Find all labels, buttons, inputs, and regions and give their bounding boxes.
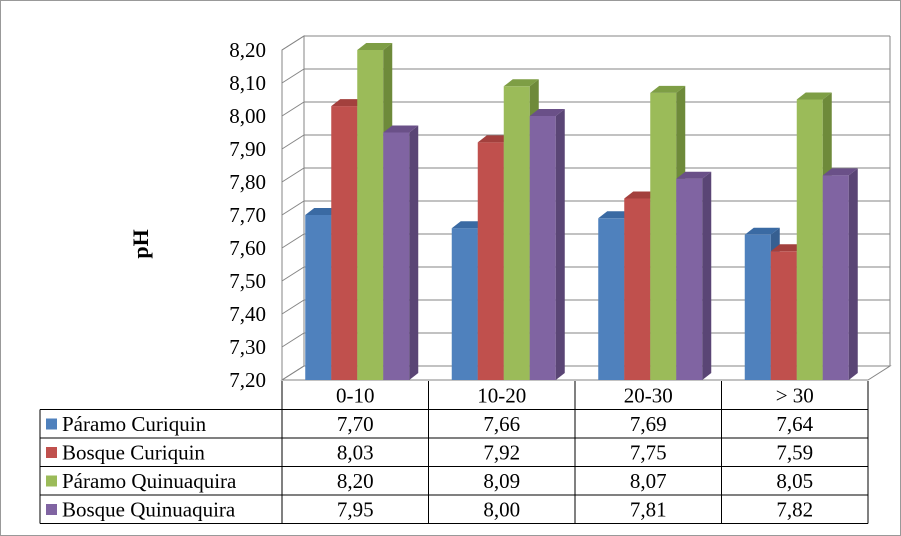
y-tick-label: 7,50 — [229, 269, 266, 293]
y-axis-label: pH — [128, 229, 153, 258]
legend-key — [46, 447, 57, 458]
y-tick-label: 8,00 — [229, 104, 266, 128]
bar-front — [796, 99, 823, 380]
bar-top — [357, 43, 393, 50]
data-label: 7,81 — [630, 498, 667, 522]
bar-front — [770, 251, 797, 380]
bar-front — [331, 106, 358, 380]
legend-key — [46, 475, 57, 487]
data-label: 7,70 — [337, 412, 374, 436]
bar-front — [598, 218, 625, 380]
bar-front — [357, 50, 384, 380]
bar-front — [477, 142, 504, 380]
bar-top — [650, 85, 686, 93]
legend-label: Bosque Quinuaquira — [62, 498, 236, 522]
data-label: 7,69 — [630, 412, 667, 436]
bar-front — [650, 92, 677, 381]
data-label: 8,07 — [630, 469, 667, 493]
x-category-label: 0-10 — [336, 384, 375, 408]
y-tick-label: 7,40 — [229, 302, 266, 326]
bar-top — [822, 168, 858, 176]
bar-top — [529, 109, 565, 116]
data-label: 7,66 — [483, 412, 520, 436]
bar-front — [676, 178, 703, 380]
data-label: 8,05 — [776, 469, 813, 493]
gridline — [281, 134, 890, 150]
data-label: 7,92 — [483, 441, 520, 465]
bar-top — [383, 125, 419, 133]
bar-front — [529, 116, 556, 380]
bar-front — [451, 228, 478, 380]
data-label: 7,75 — [630, 441, 667, 465]
y-tick-label: 7,80 — [229, 170, 266, 194]
x-category-label: > 30 — [776, 384, 814, 408]
data-label: 7,59 — [776, 441, 813, 465]
y-tick-label: 8,20 — [229, 38, 266, 62]
bar-front — [383, 132, 410, 380]
gridline — [281, 167, 890, 183]
y-tick-label: 7,70 — [229, 203, 266, 227]
y-axis-ticks: 7,20 7,30 7,40 7,50 7,60 7,70 7,80 7,90 8,00 8,10… — [229, 38, 266, 392]
bar — [529, 109, 565, 380]
bar-front — [744, 234, 771, 380]
bar — [822, 168, 858, 380]
bar-front — [503, 86, 530, 381]
data-table: 0-10 10-20 20-30 > 30 Páramo Curiquin 7,70 7,6… — [39, 381, 869, 524]
bar-top — [503, 79, 539, 87]
bar-front — [305, 215, 332, 380]
data-label: 8,09 — [483, 469, 520, 493]
bar-top — [796, 92, 832, 100]
y-tick-label: 8,10 — [229, 71, 266, 95]
bar-side — [409, 125, 419, 380]
data-label: 8,00 — [483, 498, 520, 522]
x-category-label: 10-20 — [477, 384, 526, 408]
bar-top — [744, 227, 780, 235]
gridline — [281, 35, 890, 51]
legend-key — [46, 418, 57, 430]
data-label: 7,82 — [776, 498, 813, 522]
legend-label: Páramo Curiquin — [62, 412, 207, 436]
legend-label: Bosque Curiquin — [62, 441, 205, 465]
x-category-label: 20-30 — [624, 384, 673, 408]
bars — [305, 43, 858, 381]
bar — [676, 171, 712, 380]
y-tick-label: 7,30 — [229, 335, 266, 359]
gridline — [281, 101, 890, 117]
legend-key — [46, 504, 57, 515]
y-tick-label: 7,90 — [229, 137, 266, 161]
bar-side — [555, 109, 565, 380]
y-tick-label: 7,20 — [229, 368, 266, 392]
bar-front — [624, 198, 651, 380]
bar-front — [822, 175, 849, 380]
data-label: 8,03 — [337, 441, 374, 465]
bar-side — [848, 168, 858, 380]
bar-top — [676, 171, 712, 179]
data-label: 7,64 — [776, 412, 813, 436]
bar-side — [702, 171, 712, 380]
bar — [383, 125, 419, 380]
gridline — [281, 68, 890, 84]
y-tick-label: 7,60 — [229, 236, 266, 260]
data-label: 8,20 — [337, 469, 374, 493]
data-label: 7,95 — [337, 498, 374, 522]
legend-label: Páramo Quinuaquira — [62, 469, 237, 493]
